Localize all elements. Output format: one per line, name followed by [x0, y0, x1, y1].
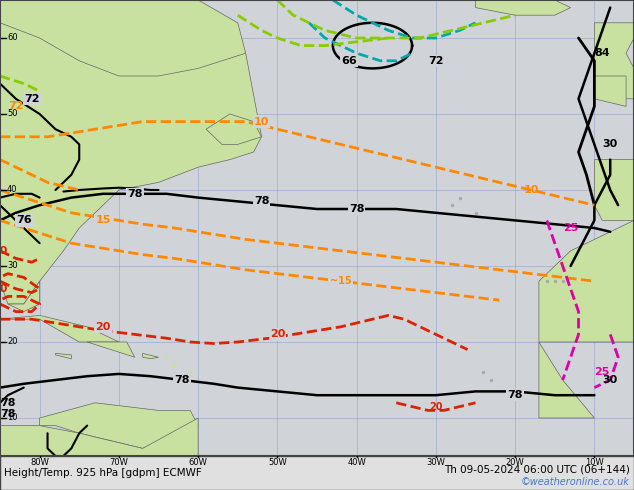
Text: 72: 72 [8, 101, 23, 111]
Polygon shape [87, 342, 134, 357]
Polygon shape [0, 418, 198, 456]
Text: 10: 10 [254, 117, 269, 126]
Text: 20: 20 [0, 246, 8, 256]
Text: 20: 20 [7, 338, 18, 346]
Text: 84: 84 [595, 48, 610, 58]
Text: 50W: 50W [268, 458, 287, 467]
Text: ©weatheronline.co.uk: ©weatheronline.co.uk [521, 477, 630, 487]
Polygon shape [595, 160, 634, 220]
Text: 25: 25 [563, 223, 578, 233]
Polygon shape [56, 353, 71, 359]
Polygon shape [0, 316, 119, 342]
Text: 30: 30 [602, 375, 618, 385]
Text: 20: 20 [95, 322, 111, 332]
Text: 78: 78 [127, 189, 143, 199]
Text: 72: 72 [428, 56, 444, 66]
Polygon shape [595, 76, 626, 106]
Text: Height/Temp. 925 hPa [gdpm] ECMWF: Height/Temp. 925 hPa [gdpm] ECMWF [4, 468, 202, 478]
Polygon shape [143, 353, 158, 359]
Text: 50: 50 [7, 109, 18, 119]
Polygon shape [0, 0, 246, 76]
Text: 20: 20 [0, 284, 8, 294]
Polygon shape [539, 342, 595, 418]
Text: 10: 10 [7, 414, 18, 422]
Text: 80W: 80W [30, 458, 49, 467]
Polygon shape [206, 114, 261, 145]
Polygon shape [8, 281, 39, 312]
Text: Th 09-05-2024 06:00 UTC (06+144): Th 09-05-2024 06:00 UTC (06+144) [444, 464, 630, 474]
Text: 10W: 10W [585, 458, 604, 467]
Text: 66: 66 [341, 56, 356, 66]
Text: 30: 30 [7, 262, 18, 270]
Text: 15: 15 [95, 216, 111, 225]
Polygon shape [0, 0, 261, 304]
Text: 30: 30 [602, 139, 618, 149]
Text: 78: 78 [0, 398, 16, 408]
Text: 10: 10 [523, 185, 539, 195]
Polygon shape [476, 0, 571, 15]
Text: 76: 76 [16, 216, 32, 225]
Polygon shape [39, 403, 198, 448]
Text: 40W: 40W [347, 458, 366, 467]
Polygon shape [595, 23, 634, 99]
Text: 60: 60 [7, 33, 18, 43]
Text: 25: 25 [595, 368, 610, 377]
Text: 70W: 70W [110, 458, 128, 467]
Text: 72: 72 [24, 94, 39, 104]
Text: 78: 78 [174, 375, 190, 385]
Text: ~15: ~15 [330, 276, 352, 286]
Text: 78: 78 [507, 390, 523, 400]
Text: 20: 20 [429, 402, 443, 412]
Polygon shape [539, 220, 634, 342]
Text: 60W: 60W [189, 458, 207, 467]
Text: 40: 40 [7, 186, 18, 195]
Text: 20: 20 [269, 329, 285, 340]
Text: 78: 78 [254, 196, 269, 206]
Text: 78: 78 [349, 204, 365, 214]
Text: 30W: 30W [427, 458, 445, 467]
Text: 78: 78 [0, 409, 16, 419]
Text: 20W: 20W [506, 458, 524, 467]
